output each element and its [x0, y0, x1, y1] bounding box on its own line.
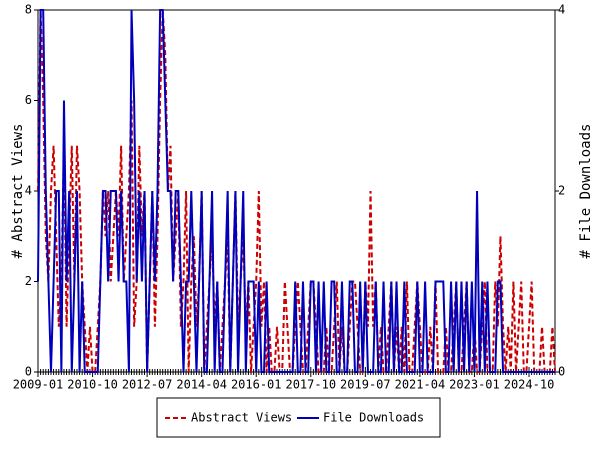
x-tick-label: 2017-10 — [285, 378, 336, 392]
legend-label: File Downloads — [323, 411, 424, 425]
y2-tick-label: 0 — [558, 365, 565, 379]
legend-label: Abstract Views — [191, 411, 292, 425]
y-tick-label: 8 — [25, 3, 32, 17]
y2-tick-label: 2 — [558, 184, 565, 198]
y-tick-label: 4 — [25, 184, 32, 198]
series-line — [37, 9, 555, 373]
y-tick-label: 0 — [25, 365, 32, 379]
legend-box — [156, 397, 441, 438]
x-tick-label: 2021-04 — [395, 378, 446, 392]
x-tick-label: 2024-10 — [504, 378, 555, 392]
y-axis-label: # Abstract Views — [10, 124, 26, 259]
x-tick-label: 2014-04 — [176, 378, 227, 392]
x-tick-label: 2009-01 — [13, 378, 64, 392]
y-tick-label: 6 — [25, 93, 32, 107]
x-tick-label: 2016-01 — [231, 378, 282, 392]
x-tick-label: 2019-07 — [340, 378, 391, 392]
x-tick-label: 2012-07 — [122, 378, 173, 392]
y-tick-label: 2 — [25, 274, 32, 288]
y2-tick-label: 4 — [558, 3, 565, 17]
y2-axis-label: # File Downloads — [578, 124, 594, 259]
x-tick-label: 2010-10 — [67, 378, 118, 392]
x-tick-label: 2023-01 — [449, 378, 500, 392]
